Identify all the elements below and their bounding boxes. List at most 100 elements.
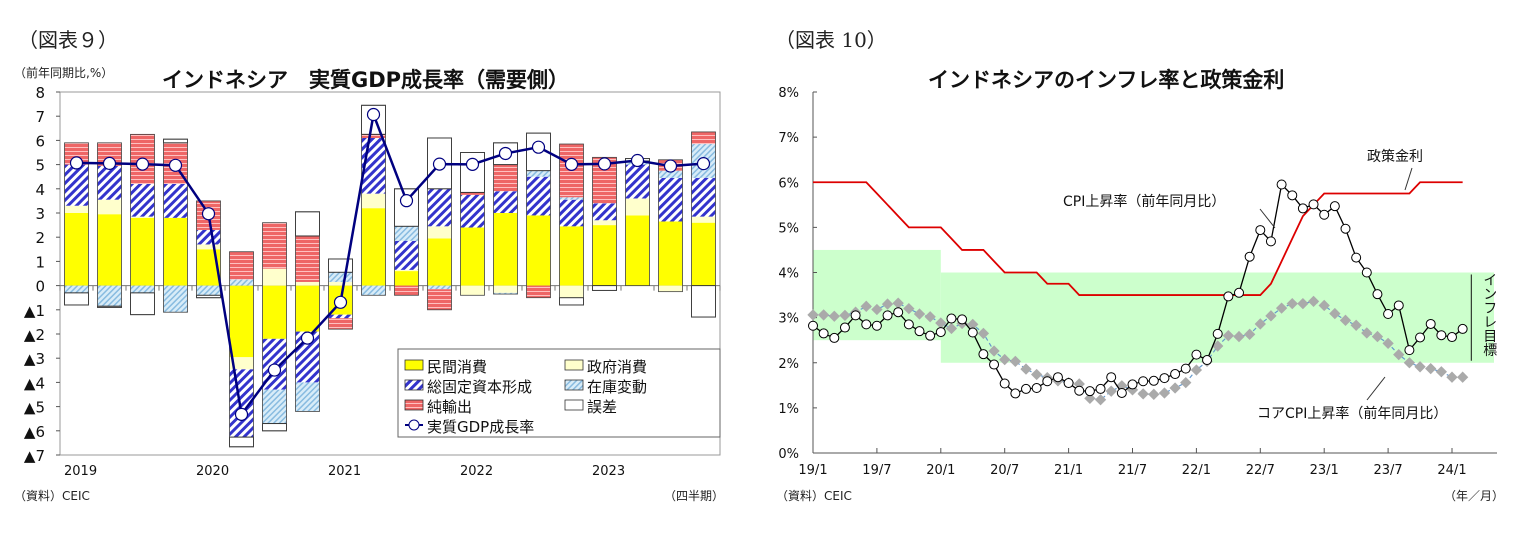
cpi-point	[1276, 179, 1287, 190]
cpi-point	[808, 320, 818, 331]
bar-segment-2	[691, 177, 716, 217]
bar-segment-2	[196, 229, 221, 245]
bar-segment-1	[262, 268, 287, 286]
cpi-point	[1021, 383, 1031, 394]
x-tick-label: 21/7	[1118, 463, 1147, 478]
core-cpi-point	[1414, 361, 1426, 373]
bar-segment-2	[97, 165, 122, 200]
gdp-point	[465, 157, 480, 171]
bar-segment-1	[97, 199, 122, 215]
bar-outline	[64, 142, 89, 306]
core-cpi-point	[1425, 362, 1437, 375]
cpi-point	[1116, 387, 1127, 398]
cpi-point	[1329, 201, 1340, 212]
bar-segment-1	[328, 281, 353, 286]
core-cpi-point	[1361, 327, 1373, 339]
core-cpi-point	[1456, 371, 1469, 383]
bar-segment-4	[493, 164, 518, 192]
core-cpi-label: コアCPI上昇率（前年同月比）	[1257, 405, 1447, 422]
bar-segment-4	[394, 285, 419, 296]
bar-segment-5	[295, 211, 320, 237]
x-tick-label: 20/1	[926, 463, 955, 478]
cpi-label: CPI上昇率（前年同月比）	[1063, 193, 1225, 210]
cpi-point	[935, 327, 946, 338]
cpi-point	[871, 320, 882, 331]
bar-segment-3	[559, 197, 584, 200]
cpi-point	[829, 332, 840, 343]
bar-segment-0	[163, 217, 188, 286]
y-tick-label: 6	[35, 132, 45, 150]
legend-label: 純輸出	[427, 398, 472, 416]
figure-label-right: （図表 10）	[775, 28, 887, 52]
cpi-point	[1351, 252, 1362, 263]
core-cpi-point	[1265, 310, 1277, 322]
cpi-point	[999, 378, 1010, 389]
legend-label: 総固定資本形成	[427, 378, 532, 396]
bar-segment-4	[328, 318, 353, 330]
cpi-point	[1244, 251, 1255, 262]
core-cpi-point	[913, 308, 926, 320]
cpi-point	[1223, 291, 1234, 302]
y-tick-label: 4%	[778, 267, 799, 282]
bar-segment-1	[691, 216, 716, 223]
core-cpi-point	[1286, 297, 1298, 310]
gdp-chart: ▲7 ▲6 ▲5 ▲4 ▲3 ▲2 ▲1 0 1 2 3 4 5 6 7 8 2019 2020 2021 2022 2…	[24, 84, 721, 479]
bar-outline	[328, 258, 353, 330]
y-tick-label: ▲2	[24, 326, 45, 344]
cpi-point	[1159, 373, 1170, 384]
bar-segment-3	[328, 272, 353, 282]
bar-segment-5	[592, 285, 617, 291]
bar-segment-2	[460, 194, 485, 228]
policy-rate-line	[813, 181, 1463, 296]
y-tick-label: 0	[35, 278, 45, 296]
cpi-point	[1255, 225, 1266, 236]
core-cpi-point	[977, 327, 990, 340]
bar-segment-4	[229, 251, 254, 280]
bar-segment-4	[526, 285, 551, 298]
core-cpi-point	[1233, 330, 1245, 343]
cpi-point	[882, 310, 893, 321]
cpi-point	[1234, 287, 1244, 298]
core-cpi-arrow	[1366, 376, 1386, 401]
cpi-point	[850, 310, 861, 321]
bar-outline	[526, 132, 551, 299]
bar-segment-3	[526, 170, 551, 177]
cpi-point	[861, 319, 872, 330]
bar-segment-2	[64, 164, 89, 206]
bar-outline	[361, 104, 386, 296]
bar-segment-3	[427, 285, 452, 290]
gdp-point	[366, 107, 381, 122]
bar-segment-4	[427, 289, 452, 310]
x-unit-right: （年／月）	[1444, 489, 1505, 503]
bar-segment-3	[262, 389, 287, 424]
bar-segment-0	[427, 238, 452, 286]
policy-rate-arrow	[1404, 167, 1413, 191]
chart-title-right: インドネシアのインフレ率と政策金利	[928, 68, 1285, 92]
bar-segment-3	[64, 285, 89, 293]
x-tick-label: 23/1	[1310, 463, 1339, 478]
cpi-point	[1052, 372, 1063, 383]
gdp-point	[135, 157, 150, 171]
y-tick-label: 0%	[778, 447, 799, 462]
gdp-point	[597, 157, 612, 171]
bar-segment-2	[394, 240, 419, 270]
legend-swatch	[564, 399, 584, 411]
bar-segment-2	[130, 183, 155, 217]
gdp-point	[168, 158, 183, 172]
bar-segment-2	[559, 199, 584, 227]
bar-segment-0	[625, 215, 650, 286]
core-cpi-point	[967, 318, 979, 331]
y-tick-label: 5	[35, 157, 45, 175]
bar-segment-0	[130, 217, 155, 286]
y-tick-label: 2	[35, 229, 45, 247]
bar-outline	[130, 133, 155, 316]
y-tick-label: ▲3	[24, 350, 45, 368]
bar-segment-0	[262, 285, 287, 339]
core-cpi-point	[1158, 387, 1171, 399]
legend-box	[397, 348, 721, 438]
gdp-point	[432, 157, 447, 171]
gdp-point	[531, 140, 546, 154]
bar-segment-3	[658, 170, 683, 178]
cpi-point	[839, 322, 850, 333]
